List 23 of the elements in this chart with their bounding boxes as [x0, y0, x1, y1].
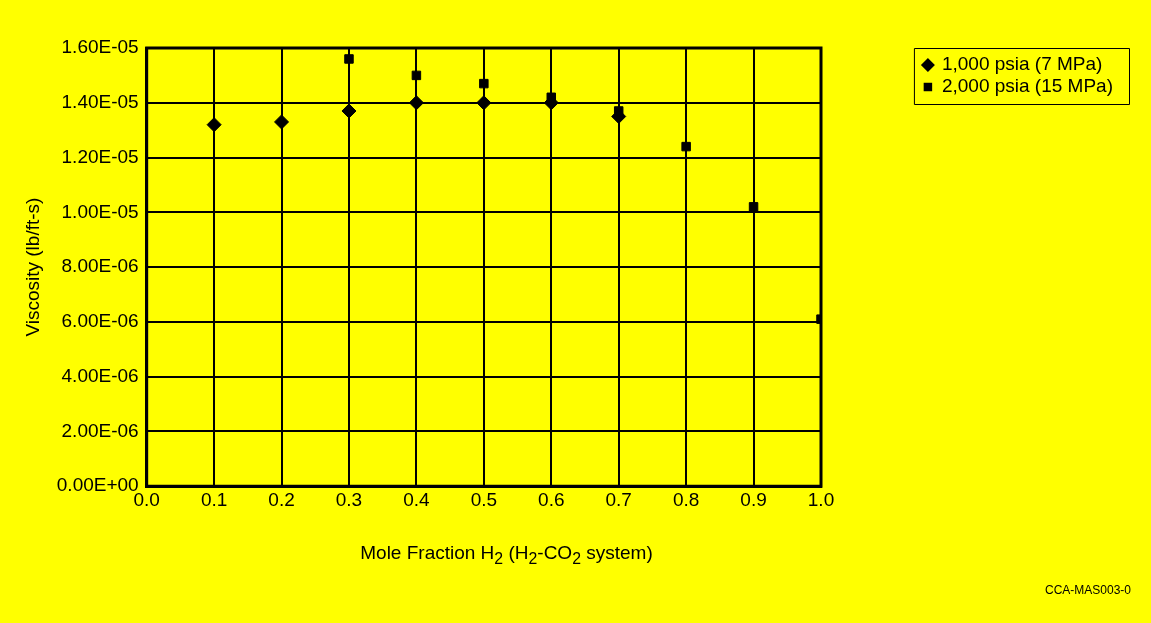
- y-axis-title: Viscosity (lb/ft-s): [21, 197, 43, 337]
- x-tick-label: 0.9: [740, 488, 767, 510]
- x-tick-label: 0.5: [470, 488, 498, 510]
- x-tick-label: 0.4: [403, 488, 431, 510]
- x-tick-label: 1.0: [807, 488, 835, 510]
- x-tick-label: 0.7: [605, 488, 632, 510]
- y-tick-label: 1.60E-05: [61, 36, 139, 58]
- x-tick-label: 0.2: [268, 488, 295, 510]
- x-tick-label: 0.1: [200, 488, 228, 510]
- y-tick-label: 8.00E-06: [61, 255, 139, 277]
- y-tick-label: 1.20E-05: [61, 145, 139, 167]
- text: CCA-MAS003-0: [1044, 583, 1131, 597]
- y-tick-label: 2.00E-06: [61, 419, 139, 441]
- y-tick-label: 1.00E-05: [61, 200, 139, 222]
- x-tick-label: 0.3: [335, 488, 363, 510]
- legend-label: 1,000 psia (7 MPa): [941, 53, 1103, 75]
- legend-label: 2,000 psia (15 MPa): [941, 75, 1113, 97]
- y-tick-label: 1.40E-05: [61, 91, 139, 113]
- x-axis-title: Mole Fraction H$_{2}$ (H$_{2}$-CO$_{2}$ system): [359, 542, 654, 568]
- x-tick-label: 0.6: [538, 488, 565, 510]
- x-tick-label: 0.8: [672, 488, 700, 510]
- y-tick-label: 4.00E-06: [61, 364, 139, 386]
- y-tick-label: 6.00E-06: [61, 310, 139, 332]
